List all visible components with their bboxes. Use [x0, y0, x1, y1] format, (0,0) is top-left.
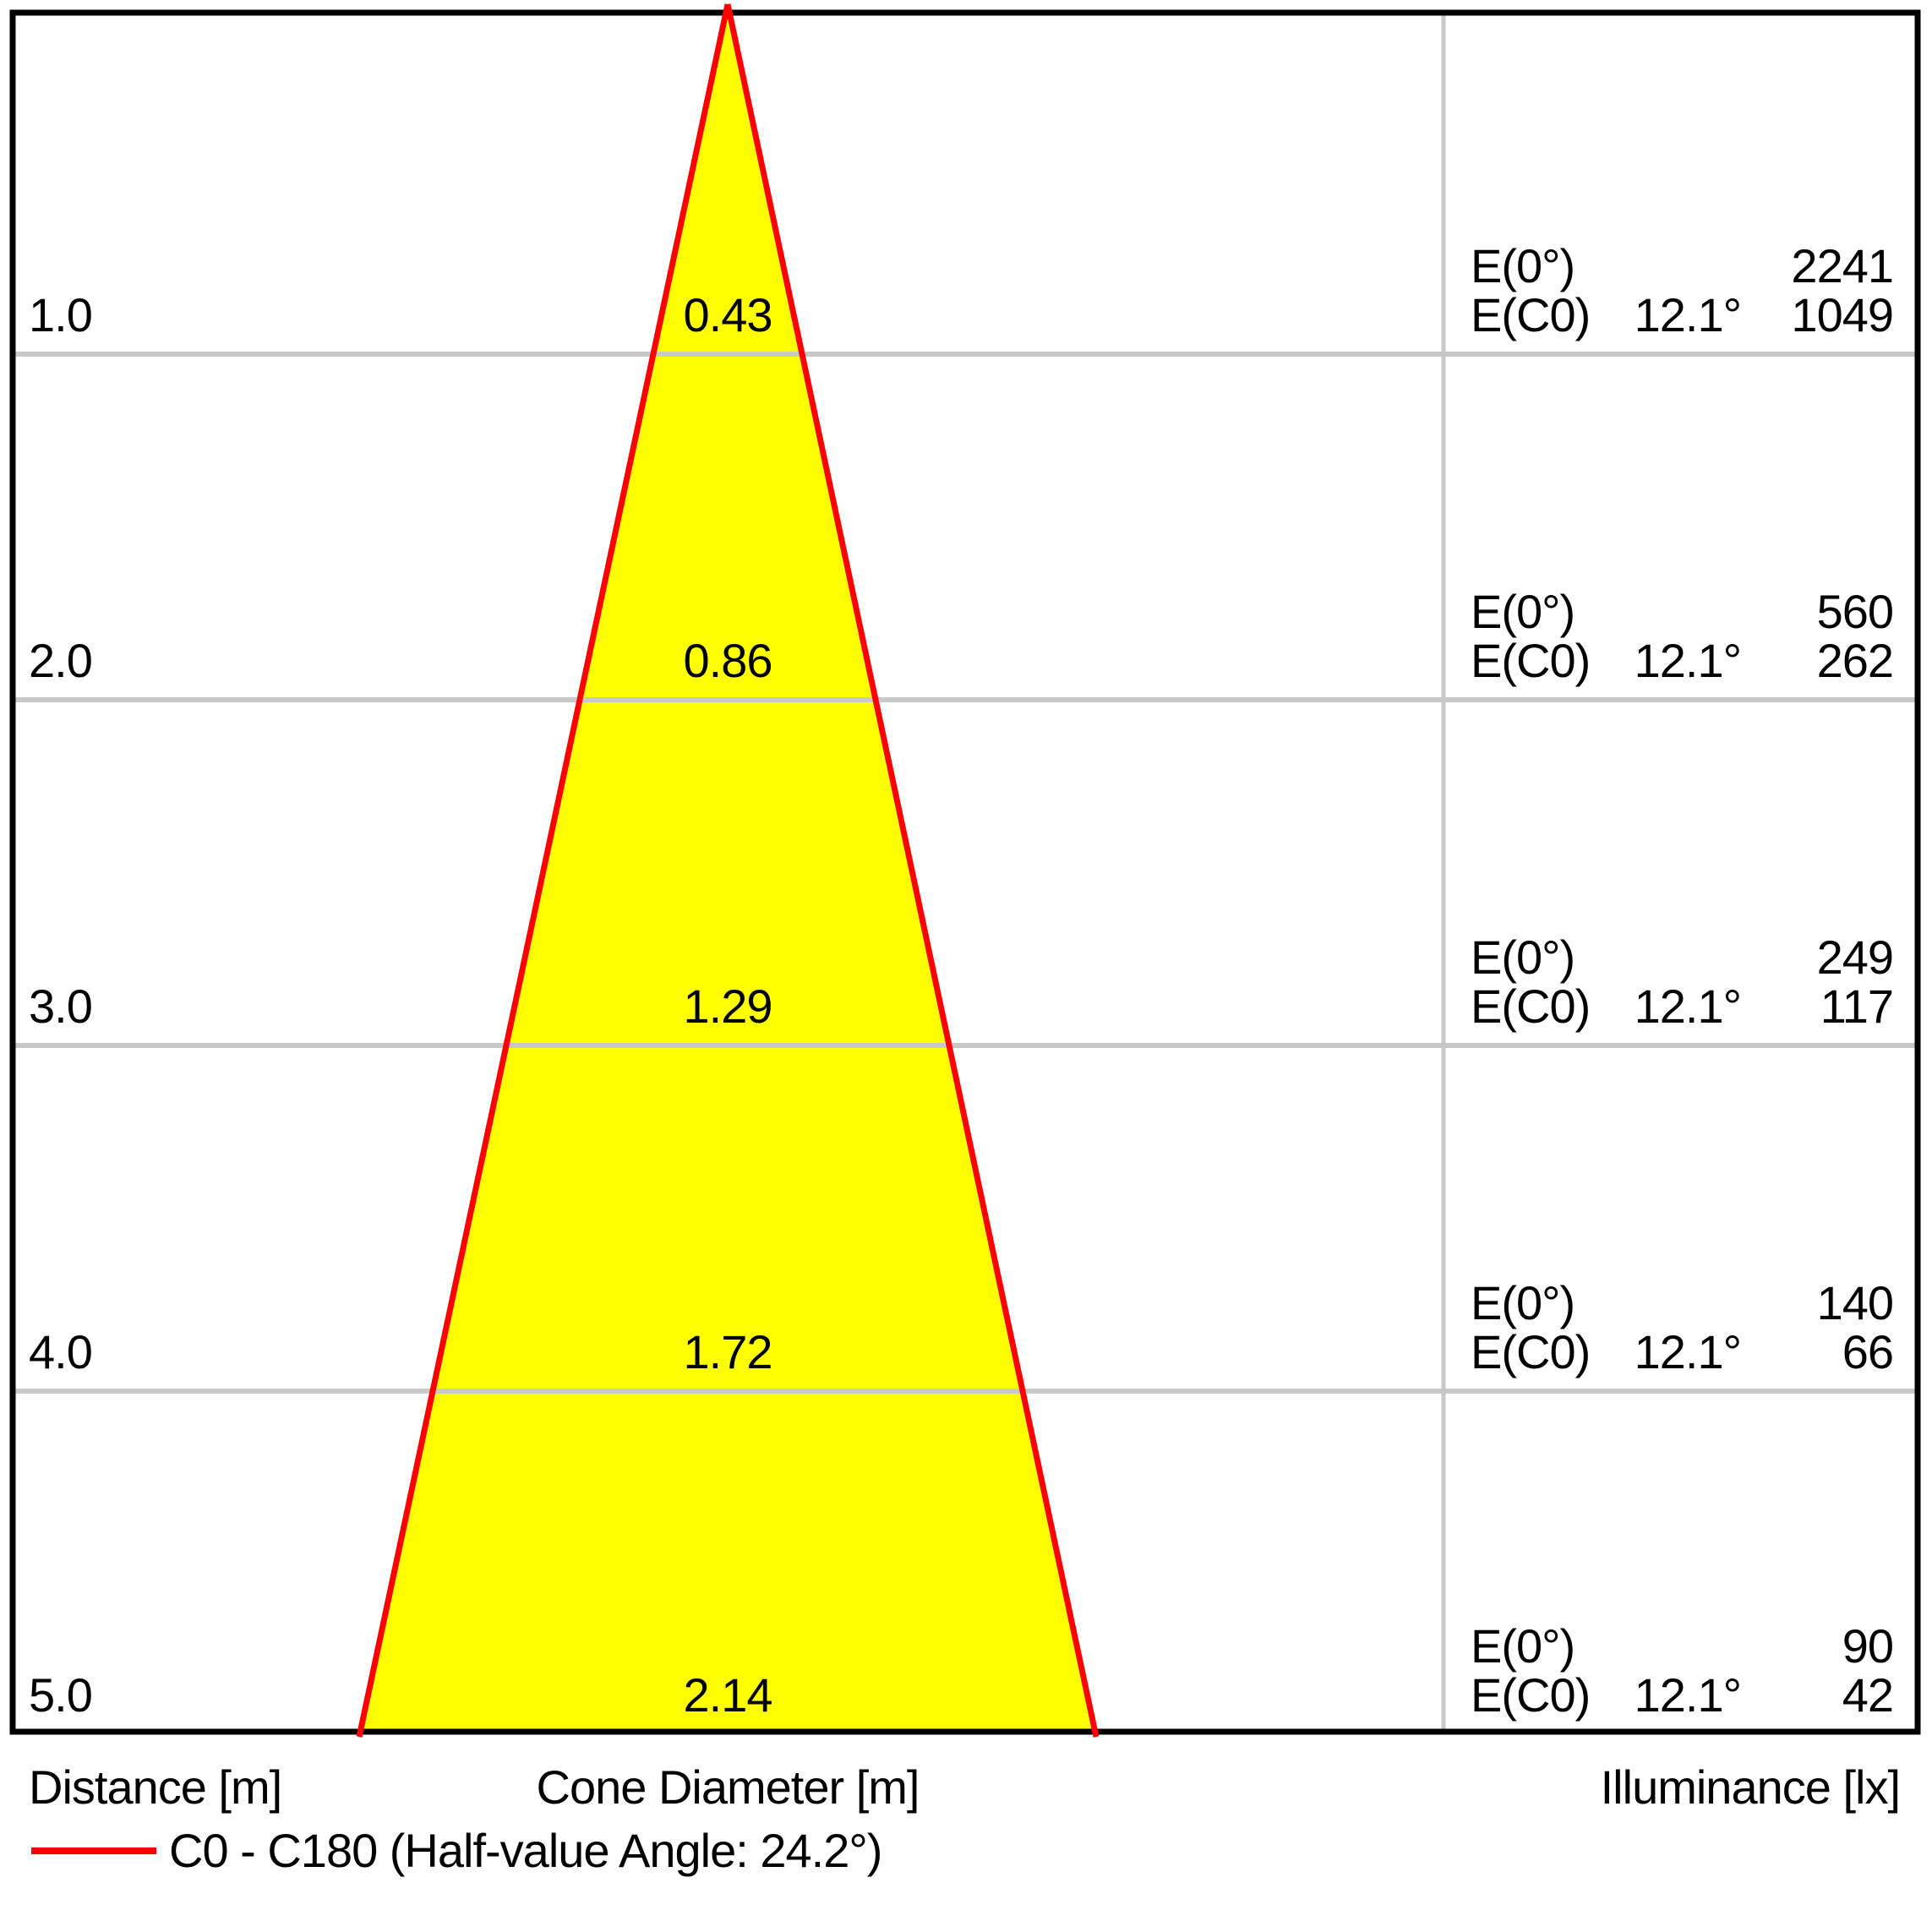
e0-value: 140: [1816, 1276, 1894, 1329]
cone-edges: [356, 3, 1100, 1738]
e0-value: 90: [1842, 1619, 1894, 1673]
ec0-label: E(C0): [1471, 1668, 1591, 1722]
beam-angle: 12.1°: [1634, 980, 1742, 1033]
distance-label: 5.0: [29, 1668, 93, 1722]
e0-label: E(0°): [1471, 239, 1575, 292]
ec0-label: E(C0): [1471, 980, 1591, 1033]
distance-label: 4.0: [29, 1325, 93, 1378]
e0-value: 2241: [1791, 239, 1894, 292]
e0-label: E(0°): [1471, 585, 1575, 638]
beam-angle: 12.1°: [1634, 634, 1742, 687]
e0-value: 249: [1816, 931, 1894, 984]
distance-label: 2.0: [29, 634, 93, 687]
ec0-value: 262: [1816, 634, 1894, 687]
cone-diameter-label: 0.43: [683, 288, 773, 341]
cone-diameter-label: 2.14: [683, 1668, 773, 1722]
ec0-label: E(C0): [1471, 1325, 1591, 1378]
cone-diameter-label: 1.29: [683, 980, 773, 1033]
e0-value: 560: [1816, 585, 1894, 638]
table-border: [9, 9, 1921, 1735]
e0-label: E(0°): [1471, 1619, 1575, 1673]
ec0-value: 117: [1820, 980, 1894, 1033]
ec0-label: E(C0): [1471, 634, 1591, 687]
legend-label: C0 - C180 (Half-value Angle: 24.2°): [169, 1824, 882, 1877]
cone-diameter-label: 1.72: [683, 1325, 773, 1378]
light-cone-fill: [359, 10, 1096, 1734]
e0-label: E(0°): [1471, 1276, 1575, 1329]
beam-angle: 12.1°: [1634, 1668, 1742, 1722]
cone-diameter-axis-label: Cone Diameter [m]: [536, 1760, 920, 1814]
illuminance-axis-label: Illuminance [lx]: [1600, 1760, 1901, 1814]
cone-diameter-label: 0.86: [683, 634, 773, 687]
distance-label: 3.0: [29, 980, 93, 1033]
ec0-value: 42: [1842, 1668, 1894, 1722]
beam-angle: 12.1°: [1634, 288, 1742, 341]
cone-edge-left: [356, 3, 731, 1738]
ec0-label: E(C0): [1471, 288, 1591, 341]
distance-label: 1.0: [29, 288, 93, 341]
ec0-value: 1049: [1791, 288, 1894, 341]
cone-edge-right: [724, 3, 1100, 1738]
beam-angle: 12.1°: [1634, 1325, 1742, 1378]
e0-label: E(0°): [1471, 931, 1575, 984]
row-gridlines: [13, 352, 1916, 1394]
ec0-value: 66: [1842, 1325, 1894, 1378]
distance-axis-label: Distance [m]: [29, 1760, 282, 1814]
